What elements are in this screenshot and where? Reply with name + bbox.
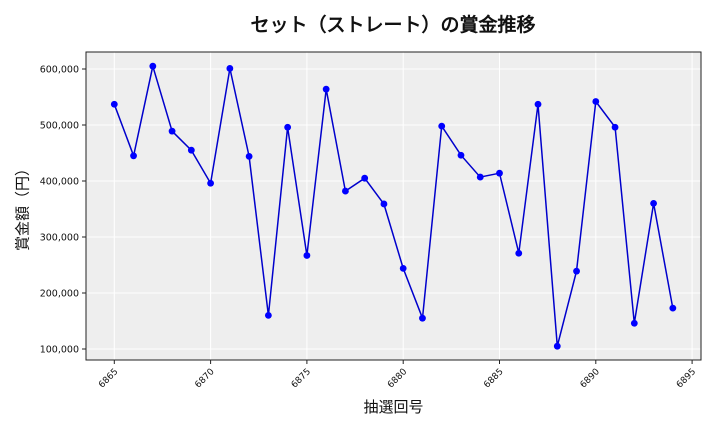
x-tick-label: 6870 xyxy=(193,367,216,390)
x-tick-label: 6895 xyxy=(675,367,698,390)
data-point xyxy=(611,123,619,131)
x-tick-label: 6875 xyxy=(290,367,313,390)
data-point xyxy=(515,249,523,257)
x-tick-label: 6880 xyxy=(386,367,409,390)
y-tick-label: 300,000 xyxy=(40,233,79,244)
data-point xyxy=(573,267,580,275)
y-tick-label: 200,000 xyxy=(40,289,79,300)
data-point xyxy=(226,65,234,72)
data-point xyxy=(669,304,677,312)
data-point xyxy=(438,122,446,130)
data-point xyxy=(110,100,118,108)
y-tick-label: 400,000 xyxy=(40,177,79,188)
data-point xyxy=(399,264,407,272)
x-tick-label: 6885 xyxy=(482,367,505,390)
y-tick-label: 600,000 xyxy=(40,65,79,76)
data-point xyxy=(303,252,311,259)
data-point xyxy=(245,152,253,160)
data-line xyxy=(113,65,674,347)
data-point xyxy=(534,100,542,108)
data-point xyxy=(149,62,157,70)
data-point xyxy=(553,342,561,350)
data-point xyxy=(380,200,388,208)
x-axis-label: 抽選回号 xyxy=(363,398,424,416)
data-point xyxy=(496,169,503,177)
y-tick-label: 500,000 xyxy=(40,121,79,132)
data-point xyxy=(264,312,272,319)
y-tick-label: 100,000 xyxy=(40,345,79,356)
data-point xyxy=(592,98,600,105)
data-point xyxy=(207,179,215,187)
data-point xyxy=(419,314,426,322)
data-point xyxy=(322,85,330,93)
data-point xyxy=(457,151,465,159)
chart-title: セット（ストレート）の賞金推移 xyxy=(250,14,536,36)
data-point xyxy=(342,187,349,195)
data-point xyxy=(650,200,657,207)
plot-frame xyxy=(85,51,702,361)
data-point xyxy=(630,319,638,327)
data-point xyxy=(284,123,292,131)
data-point xyxy=(187,146,195,154)
x-tick-label: 6890 xyxy=(579,367,602,390)
plot-background xyxy=(86,52,701,360)
data-point xyxy=(361,174,369,182)
data-point xyxy=(168,127,176,135)
y-axis-label: 賞金額（円） xyxy=(13,160,32,252)
x-tick-label: 6865 xyxy=(97,367,120,390)
data-point xyxy=(476,173,484,181)
data-point xyxy=(130,152,137,160)
